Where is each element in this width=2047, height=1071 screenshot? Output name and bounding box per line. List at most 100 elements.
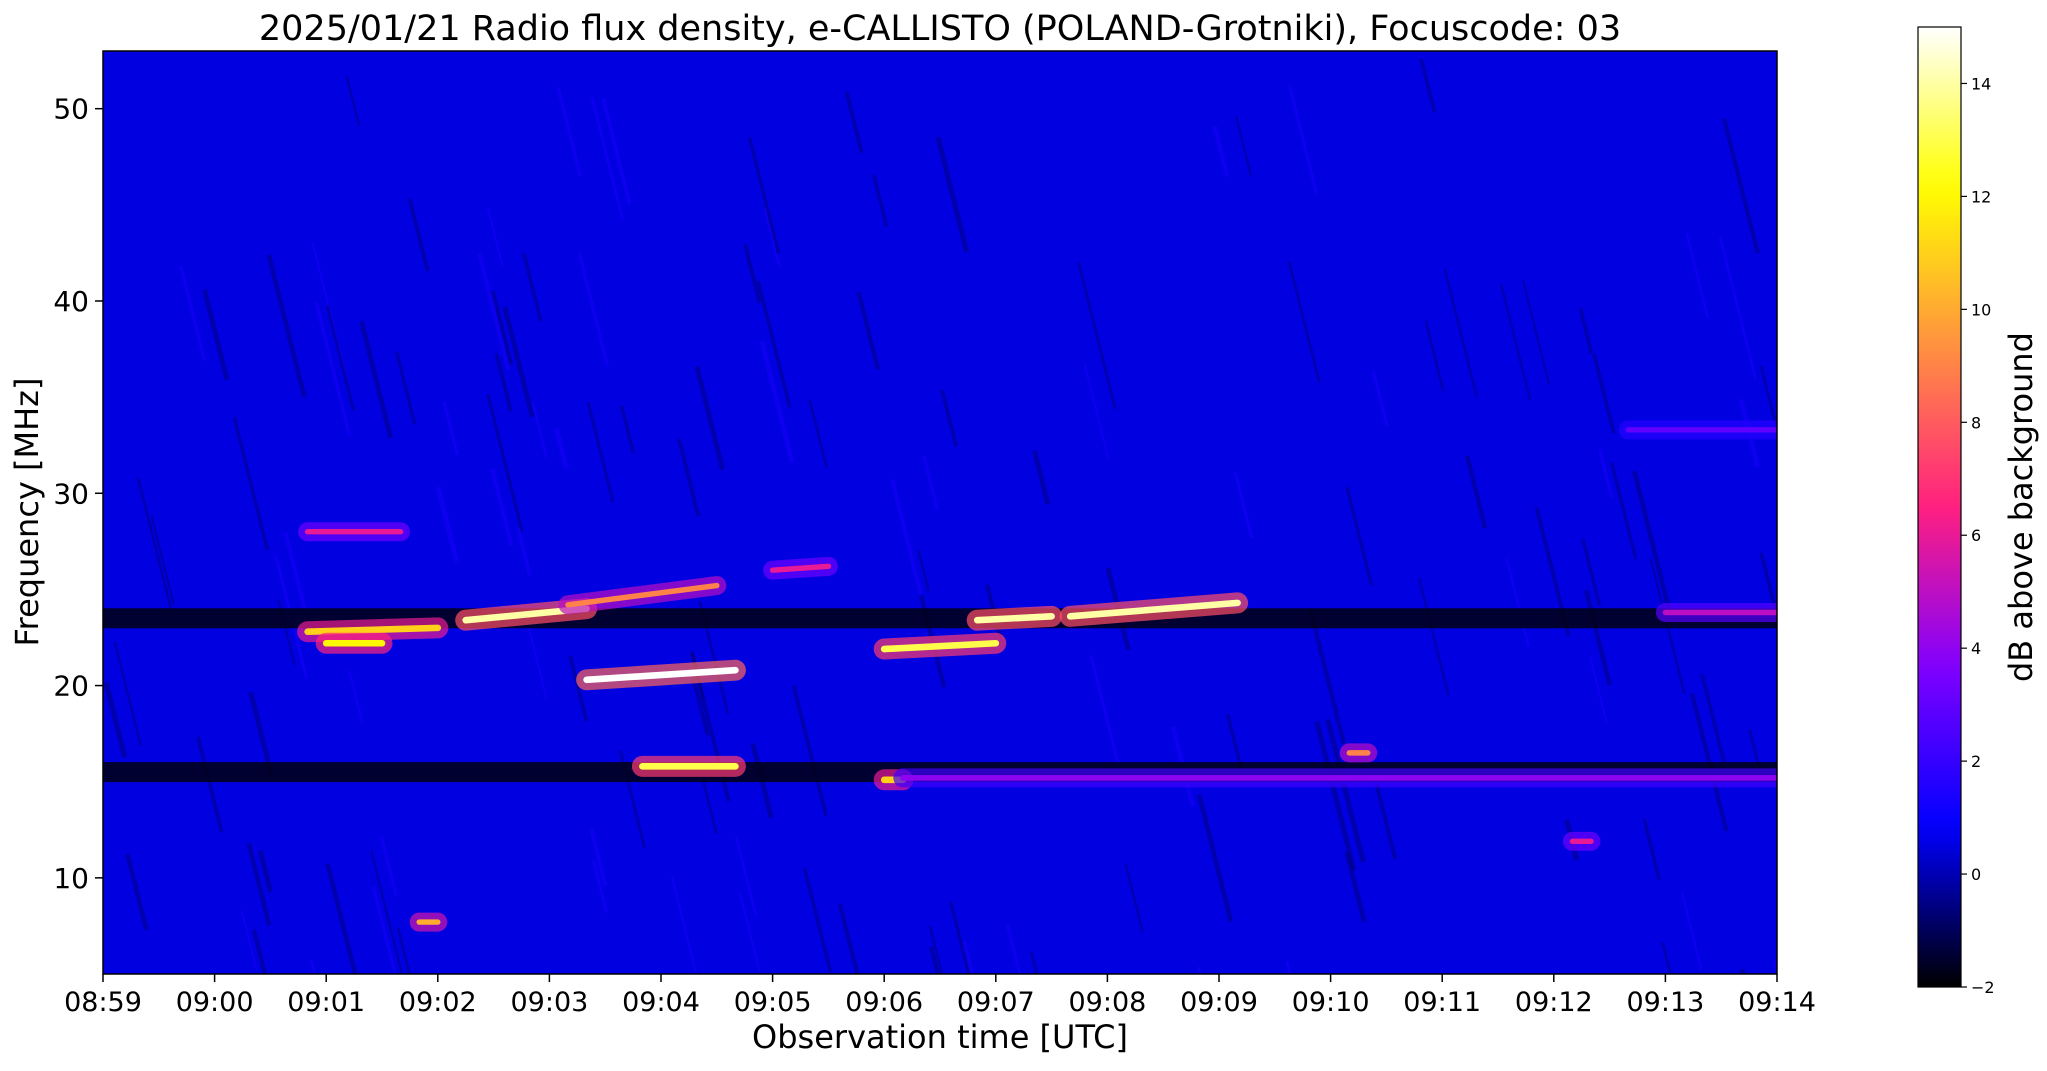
texture-streak bbox=[808, 399, 828, 468]
x-tick-label: 09:04 bbox=[622, 987, 700, 1018]
texture-streak bbox=[577, 252, 609, 366]
colorbar-tick-label: −2 bbox=[1971, 978, 1995, 997]
colorbar-label: dB above background bbox=[2002, 332, 2040, 682]
texture-streak bbox=[1680, 891, 1703, 971]
texture-streak bbox=[935, 136, 970, 253]
texture-streak bbox=[370, 850, 404, 974]
texture-streak bbox=[252, 929, 268, 974]
texture-streak bbox=[838, 903, 860, 974]
texture-streak bbox=[949, 901, 971, 974]
texture-streak bbox=[522, 252, 543, 322]
texture-streak bbox=[136, 477, 173, 610]
burst-core bbox=[304, 624, 442, 636]
y-axis-ticks: 10 20 30 40 50 bbox=[53, 93, 103, 895]
x-axis-label: Observation time [UTC] bbox=[752, 1018, 1128, 1056]
colorbar-tick-label: 6 bbox=[1971, 526, 1981, 545]
texture-streak bbox=[940, 389, 958, 447]
texture-streak bbox=[591, 859, 609, 914]
texture-streak bbox=[1642, 818, 1661, 881]
texture-streak bbox=[196, 736, 224, 833]
x-tick-label: 09:03 bbox=[510, 987, 588, 1018]
texture-streak bbox=[490, 290, 513, 366]
x-tick-label: 09:12 bbox=[1515, 987, 1593, 1018]
burst-core bbox=[769, 563, 832, 573]
texture-streak bbox=[694, 365, 725, 471]
texture-streak bbox=[1307, 607, 1347, 745]
texture-streak bbox=[1588, 655, 1608, 724]
chart-title: 2025/01/21 Radio flux density, e-CALLIST… bbox=[259, 9, 1621, 49]
texture-streak bbox=[490, 468, 514, 546]
texture-streak bbox=[844, 91, 864, 154]
texture-streak bbox=[856, 291, 880, 370]
colorbar-tick-label: 0 bbox=[1971, 865, 1981, 884]
texture-streak bbox=[802, 867, 833, 972]
texture-streak bbox=[1235, 115, 1253, 177]
texture-streak bbox=[1583, 589, 1612, 686]
texture-streak bbox=[1005, 925, 1022, 974]
texture-streak bbox=[734, 836, 758, 917]
texture-streak bbox=[113, 641, 142, 747]
texture-streak bbox=[1759, 365, 1777, 424]
texture-streak bbox=[1505, 557, 1530, 647]
texture-streak bbox=[756, 280, 792, 408]
colorbar-tick-label: 14 bbox=[1971, 74, 1991, 93]
texture-streak bbox=[379, 836, 398, 896]
texture-streak bbox=[917, 550, 930, 592]
texture-streak bbox=[1661, 942, 1672, 974]
texture-streak bbox=[872, 174, 889, 228]
colorbar-tick-label: 2 bbox=[1971, 752, 1981, 771]
texture-streak bbox=[1197, 794, 1234, 923]
x-tick-label: 09:01 bbox=[287, 987, 365, 1018]
texture-streak bbox=[1233, 471, 1254, 539]
texture-streak bbox=[929, 946, 941, 974]
texture-streak bbox=[1722, 118, 1760, 254]
texture-streak bbox=[1314, 720, 1357, 871]
colorbar-tick-label: 10 bbox=[1971, 300, 1991, 319]
texture-streak bbox=[348, 669, 364, 723]
texture-layer bbox=[103, 58, 1777, 974]
texture-streak bbox=[743, 243, 762, 304]
texture-streak bbox=[502, 306, 535, 418]
burst-core bbox=[973, 613, 1055, 624]
texture-streak bbox=[240, 910, 258, 972]
texture-streak bbox=[601, 97, 632, 205]
texture-streak bbox=[1124, 863, 1144, 933]
texture-streak bbox=[586, 401, 615, 503]
texture-streak bbox=[442, 401, 459, 456]
burst-core bbox=[880, 639, 1000, 653]
texture-streak bbox=[1424, 320, 1445, 392]
colorbar-tick-label: 8 bbox=[1971, 413, 1981, 432]
y-axis-label: Frequency [MHz] bbox=[8, 378, 46, 647]
x-tick-label: 09:02 bbox=[399, 987, 477, 1018]
texture-streak bbox=[494, 353, 513, 412]
y-tick-label: 10 bbox=[53, 862, 89, 895]
texture-streak bbox=[1632, 470, 1674, 621]
texture-streak bbox=[1578, 307, 1594, 354]
x-tick-label: 09:06 bbox=[845, 987, 923, 1018]
texture-streak bbox=[1083, 363, 1110, 459]
texture-streak bbox=[311, 241, 349, 381]
burst-layer bbox=[297, 420, 1777, 932]
texture-streak bbox=[1374, 780, 1398, 860]
texture-streak bbox=[1759, 552, 1777, 624]
texture-streak bbox=[258, 850, 273, 893]
y-tick-label: 40 bbox=[53, 285, 89, 318]
x-tick-label: 09:11 bbox=[1403, 987, 1481, 1018]
burst-core bbox=[583, 666, 739, 684]
burst-core bbox=[565, 582, 720, 608]
texture-streak bbox=[691, 677, 710, 736]
texture-streak bbox=[759, 340, 795, 463]
texture-streak bbox=[486, 207, 504, 267]
texture-streak bbox=[531, 401, 548, 459]
texture-streak bbox=[1522, 280, 1550, 384]
texture-streak bbox=[589, 829, 608, 886]
y-tick-label: 30 bbox=[53, 477, 89, 510]
x-tick-label: 09:05 bbox=[734, 987, 812, 1018]
texture-streak bbox=[396, 927, 411, 974]
texture-streak bbox=[359, 320, 393, 439]
texture-streak bbox=[748, 137, 781, 255]
texture-streak bbox=[1212, 125, 1230, 177]
texture-streak bbox=[516, 527, 532, 577]
